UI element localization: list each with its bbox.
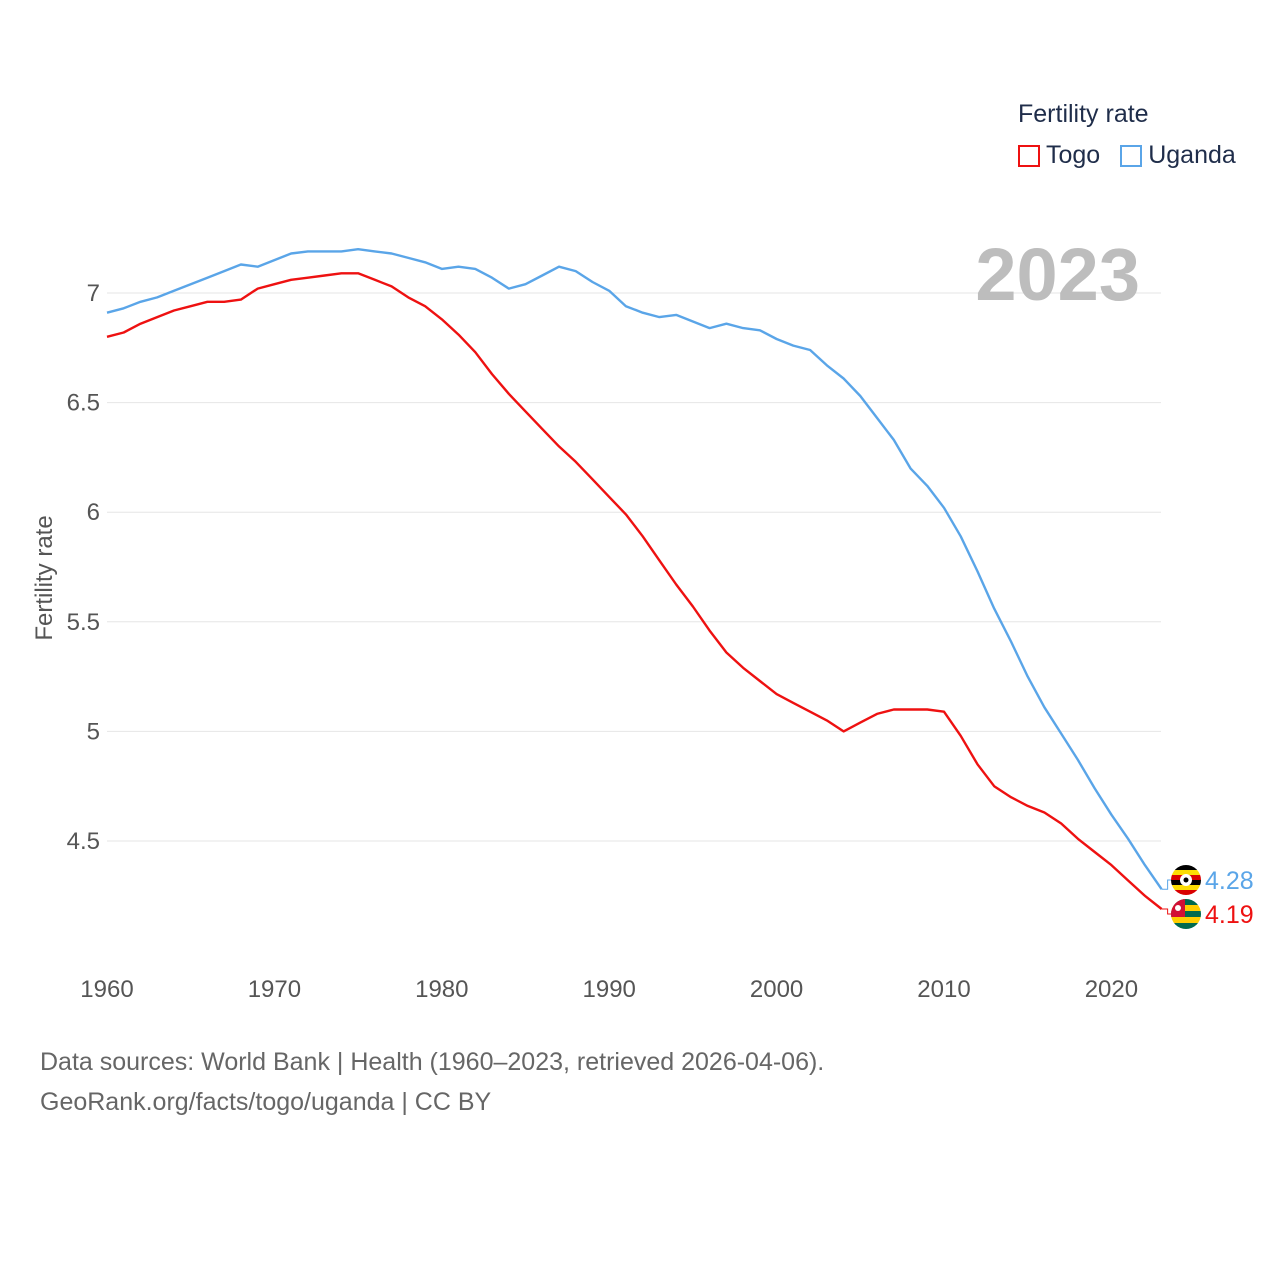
end-value-label-uganda: 4.28 bbox=[1205, 867, 1254, 895]
source-link[interactable]: GeoRank.org/facts/togo/uganda | CC BY bbox=[40, 1088, 492, 1116]
x-tick-label: 2010 bbox=[917, 976, 970, 1003]
legend-label-togo: Togo bbox=[1046, 141, 1101, 169]
end-value-label-togo: 4.19 bbox=[1205, 901, 1254, 929]
y-tick-label: 6 bbox=[87, 499, 100, 526]
footer: Data sources: World Bank | Health (1960–… bbox=[40, 1042, 824, 1122]
legend-item-togo[interactable]: Togo bbox=[1018, 141, 1100, 170]
x-tick-label: 1980 bbox=[415, 976, 468, 1003]
x-tick-label: 2000 bbox=[750, 976, 803, 1003]
y-tick-label: 4.5 bbox=[67, 828, 100, 855]
y-tick-label: 6.5 bbox=[67, 390, 100, 417]
y-axis-label: Fertility rate bbox=[31, 515, 58, 640]
togo-flag-icon bbox=[1171, 899, 1201, 929]
end-connector bbox=[1161, 908, 1174, 915]
uganda-flag-icon bbox=[1171, 865, 1201, 895]
x-tick-label: 2020 bbox=[1085, 976, 1138, 1003]
legend-title: Fertility rate bbox=[1018, 100, 1149, 128]
legend-item-uganda[interactable]: Uganda bbox=[1120, 141, 1236, 170]
y-axis-ticks: 4.5 5 5.5 6 6.5 7 bbox=[67, 280, 100, 855]
series-line-uganda bbox=[106, 247, 1163, 890]
legend-label-uganda: Uganda bbox=[1148, 141, 1236, 169]
gridlines bbox=[107, 292, 1161, 842]
end-connector bbox=[1161, 879, 1174, 890]
legend-swatch-uganda bbox=[1120, 144, 1143, 167]
y-tick-label: 7 bbox=[87, 280, 100, 307]
legend: Fertility rate Togo Uganda bbox=[1018, 100, 1236, 170]
x-tick-label: 1960 bbox=[80, 976, 133, 1003]
x-tick-label: 1990 bbox=[583, 976, 636, 1003]
x-tick-label: 1970 bbox=[248, 976, 301, 1003]
y-tick-label: 5.5 bbox=[67, 609, 100, 636]
legend-swatch-togo bbox=[1018, 144, 1040, 167]
series-lines bbox=[106, 247, 1163, 910]
data-sources: Data sources: World Bank | Health (1960–… bbox=[40, 1048, 825, 1076]
y-tick-label: 5 bbox=[87, 718, 100, 745]
x-axis-ticks: 1960 1970 1980 1990 2000 2010 2020 bbox=[80, 976, 1138, 1003]
series-line-togo bbox=[106, 272, 1163, 910]
year-watermark: 2023 bbox=[975, 233, 1140, 316]
series-end-labels: 4.19 4.28 bbox=[1161, 865, 1254, 929]
